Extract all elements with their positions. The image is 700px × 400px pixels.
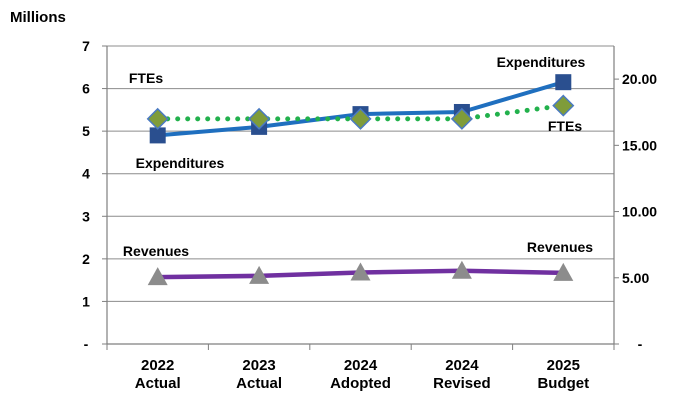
revenues-marker-1	[249, 265, 270, 284]
x-tick-label-0-1: Actual	[135, 375, 181, 392]
x-axis-ticks: 2022Actual2023Actual2024Adopted2024Revis…	[106, 344, 615, 392]
revenues-marker-4	[553, 262, 574, 281]
x-tick-label-2-0: 2024	[344, 357, 378, 374]
revenues-marker-0	[147, 267, 168, 286]
right-tick-label-2: 10.00	[622, 204, 657, 220]
x-tick-label-4-0: 2025	[547, 357, 580, 374]
ftes-marker-3	[450, 107, 473, 130]
expenditures-marker-0	[149, 127, 166, 144]
expenditures-label-start: Expenditures	[136, 155, 225, 171]
ftes-label-end: FTEs	[548, 118, 582, 134]
ftes-marker-4	[552, 94, 575, 117]
revenues-label-start: Revenues	[123, 243, 189, 259]
ftes-marker-2	[349, 107, 372, 130]
series-labels: FTEs FTEs Expenditures Expenditures Revenues…	[123, 54, 593, 259]
right-tick-label-1: 5.00	[622, 270, 649, 286]
revenues-label-end: Revenues	[527, 239, 593, 255]
left-tick-label-4: 4	[82, 166, 90, 182]
ftes-marker-0	[146, 107, 169, 130]
left-tick-label-6: 6	[82, 81, 90, 97]
series-markers	[146, 74, 575, 286]
right-axis-ticks: - 5.00 10.00 15.00 20.00	[614, 71, 657, 352]
right-tick-label-4: 20.00	[622, 71, 657, 87]
axes	[106, 46, 615, 345]
x-tick-label-3-0: 2024	[445, 357, 479, 374]
left-tick-label-2: 2	[82, 251, 90, 267]
revenues-marker-3	[451, 260, 472, 279]
x-tick-label-4-1: Budget	[537, 375, 589, 392]
x-tick-label-0-0: 2022	[141, 357, 174, 374]
x-tick-label-2-1: Adopted	[330, 375, 391, 392]
expenditures-marker-4	[555, 74, 572, 91]
left-tick-label-1: 1	[82, 293, 90, 309]
x-tick-label-3-1: Revised	[433, 375, 491, 392]
y-axis-title: Millions	[10, 9, 66, 26]
left-tick-label-3: 3	[82, 208, 90, 224]
ftes-label-start: FTEs	[129, 70, 163, 86]
left-tick-label-7: 7	[82, 38, 90, 54]
right-tick-label-0: -	[638, 336, 643, 352]
left-tick-label-0: -	[84, 336, 89, 352]
ftes-marker-1	[248, 107, 271, 130]
x-tick-label-1-1: Actual	[236, 375, 282, 392]
left-axis-ticks: - 1 2 3 4 5 6 7	[82, 38, 107, 352]
revenues-marker-2	[350, 262, 371, 281]
ftes-line	[155, 103, 566, 122]
left-tick-label-5: 5	[82, 123, 90, 139]
right-tick-label-3: 15.00	[622, 137, 657, 153]
x-tick-label-1-0: 2023	[242, 357, 275, 374]
expenditures-label-end: Expenditures	[497, 54, 586, 70]
